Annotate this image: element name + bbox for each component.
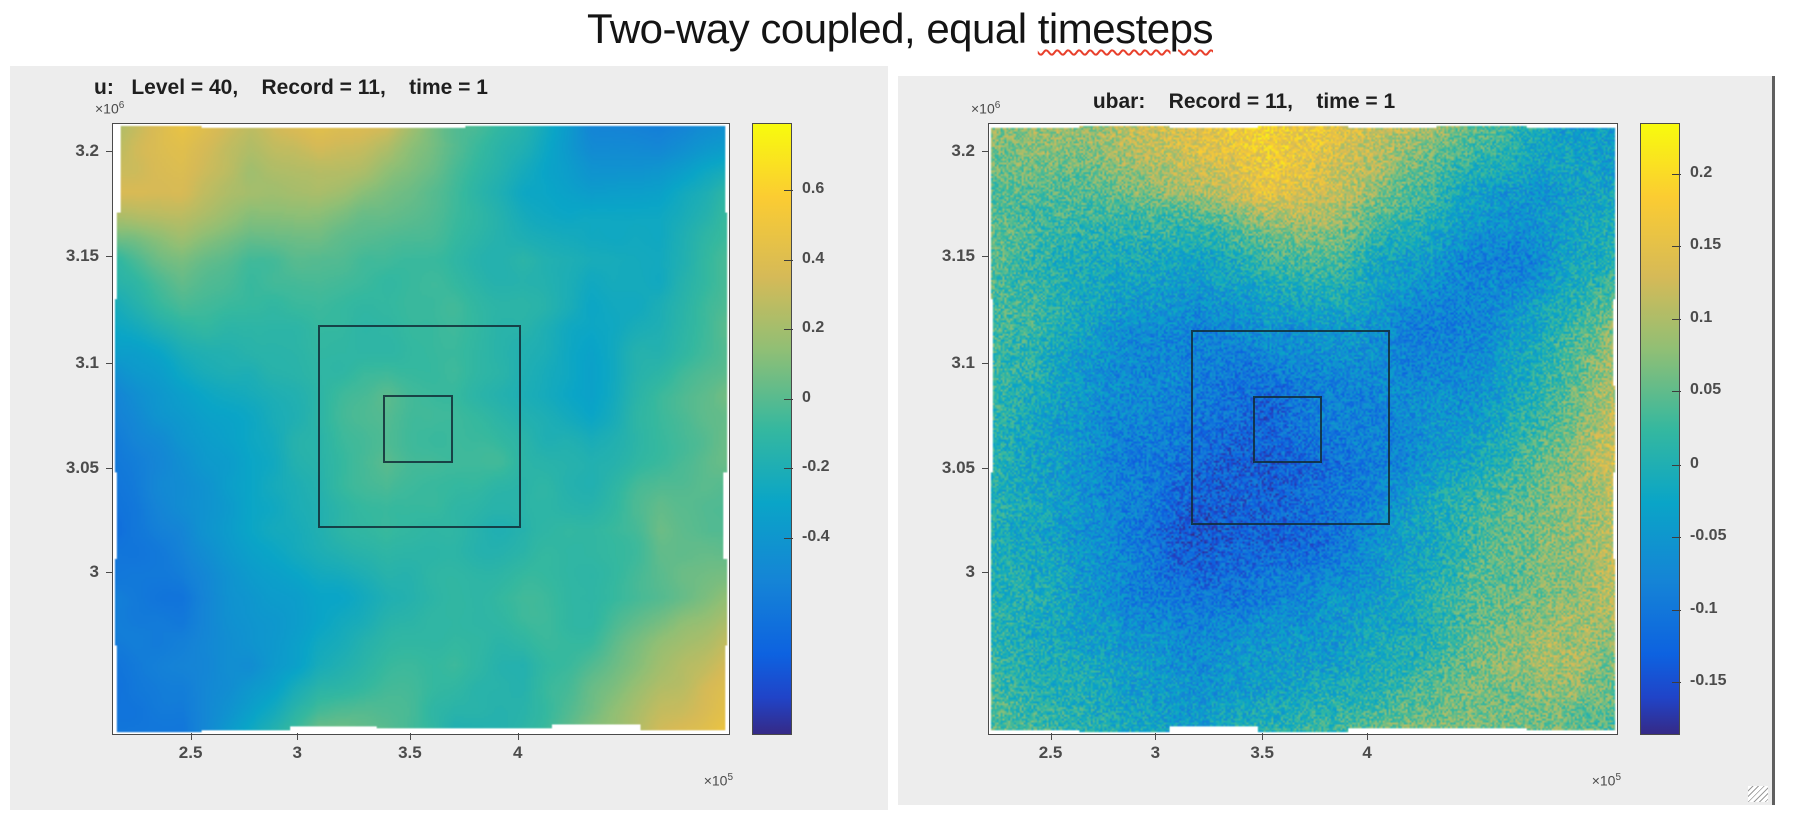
colorbar-tick-label: 0.05 [1690, 381, 1722, 399]
colorbar-tick-label: 0 [1690, 454, 1699, 472]
colorbar-tick-mark [1672, 682, 1681, 684]
x-tick-mark [517, 733, 519, 740]
colorbar-tick-mark [1672, 246, 1681, 248]
y-tick-label: 3.1 [75, 353, 99, 373]
colorbar-tick-mark [784, 398, 793, 400]
colorbar-tick-label: 0.4 [802, 249, 825, 267]
x-tick-label: 2.5 [178, 743, 203, 762]
y-tick-label: 3.1 [951, 353, 975, 373]
colorbar-tick-mark [784, 259, 793, 261]
x-tick-mark [1050, 733, 1052, 740]
y-tick-label: 3.15 [941, 245, 975, 265]
y-tick-mark [982, 255, 989, 257]
y-tick-mark [982, 468, 989, 470]
x-tick-mark [297, 733, 299, 740]
colorbar-tick-mark [1672, 609, 1681, 611]
colorbar-tick-mark [1672, 318, 1681, 320]
u-plot-title: u: Level = 40, Record = 11, time = 1 [94, 76, 488, 99]
x-tick-label: 3 [292, 743, 302, 762]
colorbar-tick-mark [1672, 537, 1681, 539]
x-tick-mark [1367, 733, 1369, 740]
x-tick-label: 3 [1150, 743, 1161, 762]
y-tick-label: 3.2 [951, 141, 975, 161]
x-tick-label: 4 [512, 743, 523, 762]
colorbar-tick-label: -0.2 [802, 458, 830, 476]
x-tick-mark [409, 733, 411, 740]
u-axes: ×106 ×105 2.5 3 3.5 4 3.2 3.15 3.1 3.05 3 [66, 100, 733, 789]
u-colorbar-gradient [752, 123, 792, 735]
x-tick-label: 2.5 [1038, 743, 1063, 762]
ubar-colorbar-gradient [1640, 123, 1680, 735]
colorbar-tick-mark [784, 329, 793, 331]
y-tick-mark [106, 363, 113, 365]
y-tick-label: 3.05 [65, 458, 99, 478]
colorbar-tick-label: 0.2 [1690, 163, 1713, 181]
colorbar-tick-label: 0.1 [1690, 308, 1713, 326]
colorbar-tick-mark [784, 190, 793, 192]
y-tick-label: 3 [89, 562, 99, 582]
u-field-canvas [113, 124, 729, 734]
ubar-colorbar: 0.2 0.15 0.1 0.05 0 -0.05 -0.1 -0.15 [1640, 123, 1760, 735]
colorbar-tick-label: 0.2 [802, 319, 825, 337]
y-tick-mark [106, 468, 113, 470]
colorbar-tick-label: -0.4 [802, 527, 830, 545]
colorbar-tick-label: -0.05 [1690, 527, 1727, 545]
colorbar-tick-mark [1672, 173, 1681, 175]
y-tick-label: 3.05 [941, 458, 975, 478]
ubar-field-canvas [989, 124, 1617, 734]
x-tick-label: 3.5 [1250, 743, 1274, 762]
colorbar-tick-mark [784, 537, 793, 539]
x-tick-mark [1155, 733, 1157, 740]
figure-panel-ubar: ubar: Record = 11, time = 1 ×106 ×105 2.… [898, 76, 1775, 805]
colorbar-tick-mark [1672, 464, 1681, 466]
u-y-axis-exponent: ×106 [95, 100, 125, 117]
ubar-x-axis-exponent: ×105 [1591, 772, 1621, 789]
y-tick-mark [982, 151, 989, 153]
u-x-axis-exponent: ×105 [703, 772, 733, 789]
colorbar-tick-mark [1672, 391, 1681, 393]
y-tick-label: 3.2 [75, 141, 99, 161]
u-colorbar: 0.6 0.4 0.2 0 -0.2 -0.4 [752, 123, 872, 735]
x-tick-label: 3.5 [398, 743, 422, 762]
y-tick-label: 3 [965, 562, 975, 582]
ubar-y-axis-exponent: ×106 [971, 100, 1001, 117]
y-tick-mark [106, 151, 113, 153]
page-title: Two-way coupled, equal timesteps [0, 0, 1800, 62]
figure-panel-u: u: Level = 40, Record = 11, time = 1 ×10… [10, 66, 888, 810]
colorbar-tick-label: -0.15 [1690, 672, 1727, 690]
x-tick-label: 4 [1362, 743, 1372, 762]
resize-grip-icon[interactable] [1748, 786, 1768, 802]
page-title-text: Two-way coupled, equal [586, 5, 1038, 52]
x-tick-mark [190, 733, 192, 740]
y-tick-mark [982, 572, 989, 574]
colorbar-tick-label: 0 [802, 388, 811, 406]
page-title-misspelled-word: timesteps [1037, 5, 1214, 52]
y-tick-mark [106, 572, 113, 574]
x-tick-mark [1262, 733, 1264, 740]
ubar-plot-title: ubar: Record = 11, time = 1 [1092, 90, 1396, 113]
y-tick-mark [106, 255, 113, 257]
colorbar-tick-mark [784, 468, 793, 470]
y-tick-label: 3.15 [65, 245, 99, 265]
colorbar-tick-label: 0.15 [1690, 236, 1722, 254]
colorbar-tick-label: -0.1 [1690, 599, 1718, 617]
y-tick-mark [982, 363, 989, 365]
ubar-axes: ×106 ×105 2.5 3 3.5 4 3.2 3.15 3.1 3.05 3 [942, 100, 1621, 789]
colorbar-tick-label: 0.6 [802, 180, 825, 198]
